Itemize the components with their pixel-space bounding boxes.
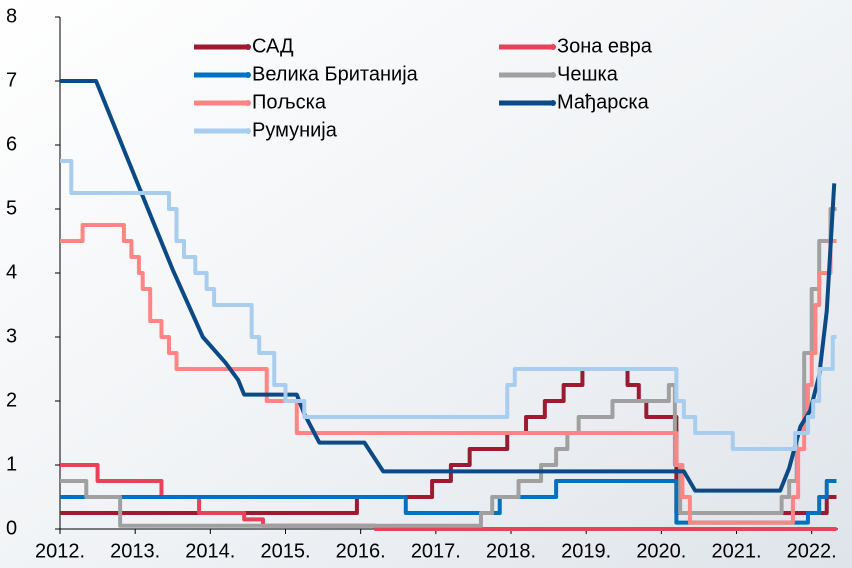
x-tick-label: 2020.: [636, 540, 686, 562]
legend-swatch-end: [550, 44, 556, 50]
x-tick-label: 2015.: [260, 540, 310, 562]
series-line: [60, 159, 837, 451]
plot-area: 0 1 2 3 4 5 6 7 8 2012. 2013. 2014. 2015. 2016. 2017. 2…: [6, 5, 838, 562]
y-tick-label: 4: [6, 261, 17, 283]
y-tick-label: 0: [6, 517, 17, 539]
y-tick-label: 8: [6, 5, 17, 27]
legend-swatch-end: [245, 128, 251, 134]
legend-label: САД: [252, 35, 294, 57]
y-tick-label: 2: [6, 389, 17, 411]
x-tick-label: 2021.: [711, 540, 761, 562]
x-tick-label: 2017.: [411, 540, 461, 562]
legend-label: Румунија: [252, 119, 338, 141]
x-tick-label: 2013.: [110, 540, 160, 562]
legend-swatch-end: [245, 100, 251, 106]
x-tick-label: 2018.: [486, 540, 536, 562]
legend-label: Велика Британија: [252, 63, 419, 85]
y-tick-label: 6: [6, 133, 17, 155]
legend-label: Чешка: [557, 63, 619, 85]
x-tick-label: 2016.: [336, 540, 386, 562]
x-tick-label: 2014.: [185, 540, 235, 562]
legend-swatch-end: [245, 72, 251, 78]
series-line: [60, 207, 837, 528]
series-line: [60, 479, 837, 525]
y-tick-label: 1: [6, 453, 17, 475]
legend-swatch-end: [550, 72, 556, 78]
legend-label: Мађарска: [557, 91, 650, 113]
legend-swatch-end: [550, 100, 556, 106]
x-tick-label: 2022.: [787, 540, 837, 562]
series-line: [60, 79, 837, 493]
legend-swatch-end: [245, 44, 251, 50]
x-tick-label: 2012.: [35, 540, 85, 562]
x-tick-label: 2019.: [561, 540, 611, 562]
y-tick-label: 3: [6, 325, 17, 347]
y-tick-label: 7: [6, 69, 17, 91]
legend-label: Пољска: [252, 91, 327, 113]
legend-label: Зона евра: [557, 35, 653, 57]
series-line: [60, 223, 837, 525]
series-line: [60, 367, 837, 515]
y-tick-label: 5: [6, 197, 17, 219]
